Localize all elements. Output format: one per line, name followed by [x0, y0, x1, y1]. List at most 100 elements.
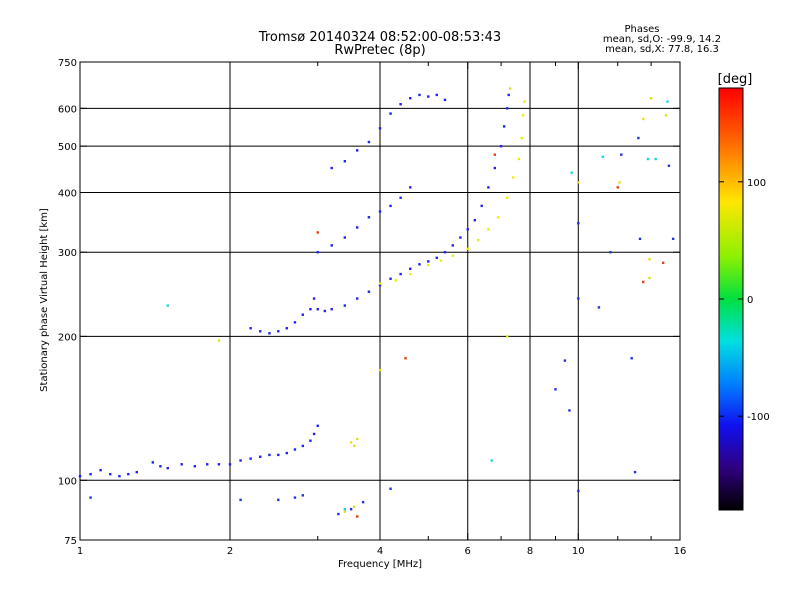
data-point — [159, 465, 162, 468]
data-point — [89, 496, 92, 499]
data-point — [378, 210, 382, 213]
x-tick-label: 16 — [674, 546, 687, 557]
data-point — [78, 474, 82, 478]
data-point — [609, 251, 612, 254]
data-point — [466, 247, 469, 250]
data-point — [277, 453, 280, 457]
data-point — [349, 441, 353, 444]
data-point — [367, 140, 371, 144]
data-point — [577, 489, 580, 493]
data-point — [618, 181, 621, 184]
data-point — [505, 335, 509, 338]
data-point — [118, 474, 121, 478]
data-point — [193, 465, 197, 468]
data-point — [343, 510, 347, 513]
data-point — [508, 87, 512, 90]
chart-subtitle: RwPretec (8p) — [334, 43, 425, 58]
data-point — [480, 204, 483, 208]
data-point — [511, 176, 515, 179]
axis-ticks: 1 2 4 6 8 10 16 75 100 200 300 400 500 600 750 — [58, 58, 686, 557]
data-point — [466, 228, 469, 231]
data-point — [389, 204, 392, 208]
data-point — [648, 276, 651, 280]
data-point — [637, 136, 640, 140]
data-point — [127, 472, 130, 476]
data-point — [389, 112, 392, 115]
y-tick-label: 300 — [58, 248, 77, 259]
data-point — [367, 216, 371, 219]
data-point — [577, 181, 580, 184]
data-point — [473, 219, 477, 222]
data-point — [418, 93, 421, 97]
data-point — [451, 254, 455, 257]
data-point — [520, 136, 523, 140]
data-point — [330, 166, 333, 170]
data-point — [389, 487, 392, 490]
data-point — [409, 186, 412, 189]
x-tick-label: 8 — [527, 546, 533, 557]
data-point — [205, 463, 209, 466]
data-point — [667, 164, 671, 167]
data-point — [443, 251, 447, 254]
data-point — [487, 228, 490, 231]
data-point — [217, 339, 221, 342]
data-point — [180, 463, 183, 466]
data-point — [427, 260, 430, 263]
data-point — [259, 330, 262, 333]
phases-mean-o: mean, sd,O: -99.9, 14.2 — [603, 34, 721, 45]
data-point — [239, 498, 242, 502]
data-point — [330, 244, 333, 247]
data-points — [78, 87, 675, 518]
data-point — [361, 500, 365, 504]
data-point — [418, 263, 421, 266]
data-point — [316, 307, 319, 311]
x-tick-label: 6 — [465, 546, 471, 557]
data-point — [285, 327, 288, 330]
data-point — [228, 463, 232, 466]
data-point — [301, 313, 305, 316]
data-point — [355, 226, 359, 229]
data-point — [496, 216, 500, 219]
data-point — [620, 153, 623, 156]
data-point — [616, 186, 619, 189]
data-point — [661, 261, 665, 265]
data-point — [249, 327, 252, 330]
data-point — [249, 457, 252, 460]
data-point — [239, 459, 242, 462]
data-point — [435, 93, 438, 97]
data-point — [316, 424, 319, 428]
y-tick-label: 100 — [58, 476, 77, 487]
data-point — [654, 157, 657, 161]
data-point — [399, 196, 402, 199]
data-point — [89, 472, 92, 476]
chart-title: Tromsø 20140324 08:52:00-08:53:43 — [258, 30, 501, 45]
data-point — [312, 297, 316, 300]
data-point — [409, 272, 412, 276]
data-point — [309, 307, 312, 311]
data-point — [649, 96, 653, 100]
data-point — [337, 512, 340, 516]
x-tick-label: 2 — [227, 546, 233, 557]
data-point — [166, 466, 169, 470]
x-tick-label: 4 — [377, 546, 383, 557]
data-point — [309, 439, 312, 442]
colorbar-tick-label: 0 — [747, 295, 753, 306]
data-point — [367, 290, 371, 293]
data-point — [638, 237, 642, 241]
data-point — [577, 222, 580, 225]
data-point — [316, 231, 319, 234]
data-point — [671, 237, 675, 241]
phases-heading: Phases — [624, 24, 659, 35]
data-point — [277, 330, 280, 333]
data-point — [378, 282, 382, 285]
data-point — [439, 259, 443, 262]
data-point — [601, 155, 605, 159]
data-point — [343, 160, 347, 163]
data-point — [523, 100, 526, 103]
data-point — [487, 186, 490, 189]
data-point — [409, 267, 412, 270]
data-point — [352, 444, 356, 448]
y-tick-label: 500 — [58, 142, 77, 153]
data-point — [399, 103, 402, 106]
